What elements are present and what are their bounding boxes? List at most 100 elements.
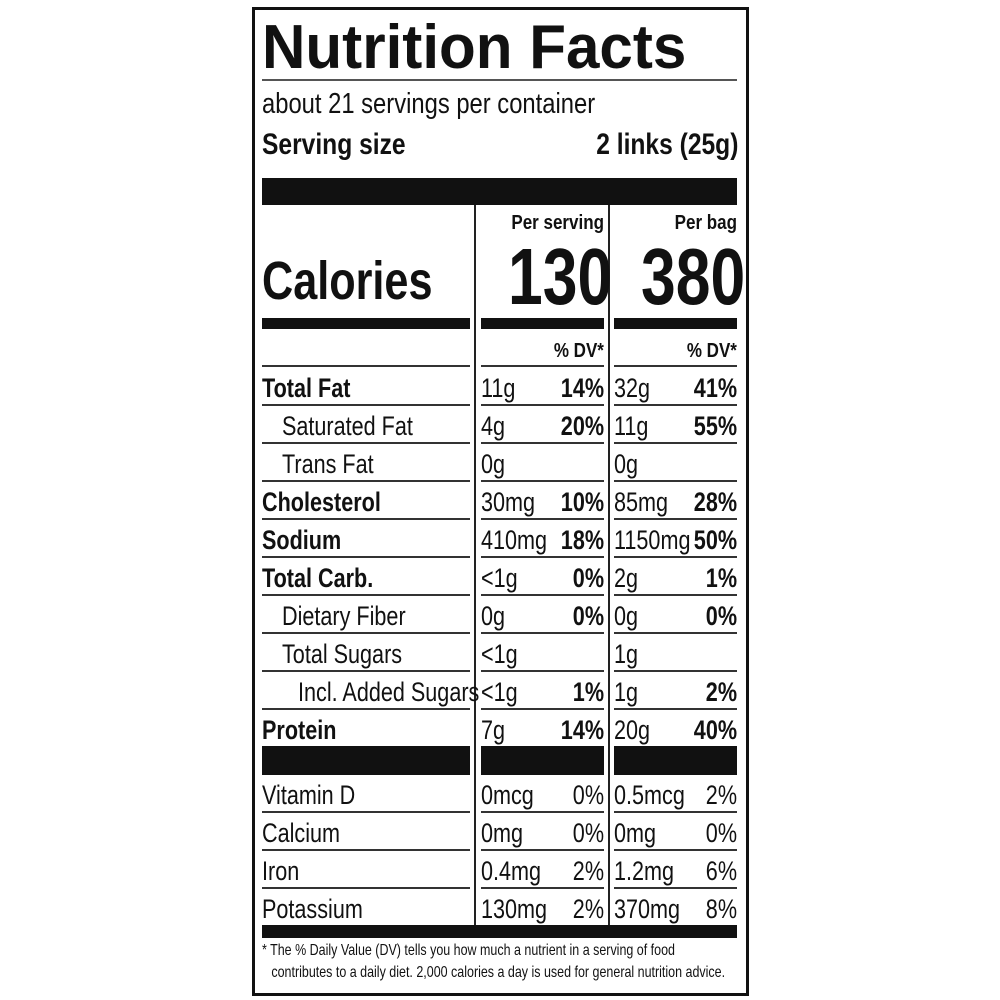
- serving-amount: <1g: [481, 639, 518, 669]
- per-bag-cell: 1150mg 50%: [614, 520, 737, 558]
- nutrient-name: Dietary Fiber: [282, 601, 406, 631]
- thick-divider: [481, 746, 604, 775]
- bag-dv: 8%: [705, 894, 737, 924]
- nutrient-name-cell: Vitamin D: [262, 775, 470, 813]
- serving-amount: 30mg: [481, 487, 536, 517]
- per-serving-header: Per serving 130: [481, 212, 612, 317]
- serving-amount: 0.4mg: [481, 856, 542, 886]
- nutrient-name: Protein: [262, 715, 337, 745]
- per-bag-cell: 0mg 0%: [614, 813, 737, 851]
- bag-amount: 85mg: [614, 487, 669, 517]
- nutrient-name: Incl. Added Sugars: [298, 677, 480, 707]
- bag-amount: 2g: [614, 563, 639, 593]
- bag-amount: 0.5mcg: [614, 780, 685, 810]
- nutrient-name-cell: Total Sugars: [262, 634, 470, 672]
- serving-dv: 10%: [560, 487, 604, 517]
- serving-amount: 0g: [481, 601, 506, 631]
- per-serving-cell: 0g: [481, 444, 604, 482]
- nutrient-name-cell: Calcium: [262, 813, 470, 851]
- serving-amount: <1g: [481, 677, 518, 707]
- bag-amount: 11g: [614, 411, 649, 441]
- per-serving-cell: 4g 20%: [481, 406, 604, 444]
- serving-amount: 0mg: [481, 818, 524, 848]
- footnote-line: contributes to a daily diet. 2,000 calor…: [271, 964, 726, 981]
- per-bag-cell: 1g: [614, 634, 737, 672]
- nutrient-name-cell: Total Carb.: [262, 558, 470, 596]
- serving-dv: 14%: [560, 373, 604, 403]
- per-bag-cell: 20g 40%: [614, 710, 737, 748]
- serving-dv: 0%: [572, 780, 604, 810]
- bag-dv: 2%: [705, 780, 737, 810]
- column-header: Per bag: [674, 212, 737, 234]
- serving-amount: 4g: [481, 411, 506, 441]
- nutrient-name-cell: Incl. Added Sugars: [262, 672, 479, 710]
- nutrient-name: Total Fat: [262, 373, 351, 403]
- nutrient-name: Iron: [262, 856, 300, 886]
- bag-dv: 6%: [705, 856, 737, 886]
- thick-divider: [262, 746, 470, 775]
- dv-header: % DV*: [553, 340, 604, 362]
- nutrient-name-cell: Potassium: [262, 889, 470, 927]
- serving-size-value: 2 links (25g): [595, 128, 738, 161]
- bag-amount: 1150mg: [614, 525, 691, 555]
- per-serving-cell: 0g 0%: [481, 596, 604, 634]
- per-bag-cell: 0g: [614, 444, 737, 482]
- nutrient-name: Vitamin D: [262, 780, 356, 810]
- bag-amount: 1.2mg: [614, 856, 675, 886]
- footnote-line: * The % Daily Value (DV) tells you how m…: [262, 942, 675, 959]
- serving-amount: <1g: [481, 563, 518, 593]
- nutrient-name-cell: Protein: [262, 710, 470, 748]
- bag-dv: 1%: [705, 563, 737, 593]
- footnote: * The % Daily Value (DV) tells you how m…: [262, 940, 725, 984]
- per-bag-cell: 1g 2%: [614, 672, 737, 710]
- bag-dv: 0%: [705, 818, 737, 848]
- serving-dv: 18%: [560, 525, 604, 555]
- serving-amount: 130mg: [481, 894, 548, 924]
- calories-label: Calories: [262, 251, 433, 311]
- calories-divider: [481, 318, 604, 329]
- nutrient-name-cell: Total Fat: [262, 368, 470, 406]
- nutrient-name-cell: Iron: [262, 851, 470, 889]
- serving-dv: 0%: [572, 563, 604, 593]
- nutrient-name-cell: Sodium: [262, 520, 470, 558]
- per-bag-cell: 2g 1%: [614, 558, 737, 596]
- nutrient-name: Calcium: [262, 818, 341, 848]
- bag-dv: 28%: [693, 487, 737, 517]
- per-serving-cell: <1g 1%: [481, 672, 604, 710]
- bag-dv: 55%: [693, 411, 737, 441]
- serving-amount: 0g: [481, 449, 506, 479]
- serving-dv: 14%: [560, 715, 604, 745]
- nutrient-name-cell: Dietary Fiber: [262, 596, 470, 634]
- serving-dv: 1%: [572, 677, 604, 707]
- per-serving-cell: 0mcg 0%: [481, 775, 604, 813]
- per-bag-cell: 11g 55%: [614, 406, 737, 444]
- serving-amount: 0mcg: [481, 780, 534, 810]
- per-bag-cell: 0g 0%: [614, 596, 737, 634]
- per-serving-cell: 11g 14%: [481, 368, 604, 406]
- divider: [614, 365, 737, 367]
- serving-dv: 0%: [572, 818, 604, 848]
- thick-divider: [262, 925, 737, 938]
- nutrient-name-cell: Saturated Fat: [262, 406, 470, 444]
- serving-amount: 7g: [481, 715, 506, 745]
- bag-amount: 0mg: [614, 818, 657, 848]
- divider: [262, 365, 470, 367]
- nutrient-name-cell: Trans Fat: [262, 444, 470, 482]
- per-bag-cell: 0.5mcg 2%: [614, 775, 737, 813]
- per-bag-cell: 85mg 28%: [614, 482, 737, 520]
- calories-divider: [262, 318, 470, 329]
- column-header: Per serving: [511, 212, 604, 234]
- serving-amount: 11g: [481, 373, 516, 403]
- per-serving-cell: 130mg 2%: [481, 889, 604, 927]
- per-serving-cell: <1g: [481, 634, 604, 672]
- column-divider: [608, 205, 610, 925]
- dv-header: % DV*: [686, 340, 737, 362]
- thick-divider: [262, 178, 737, 205]
- nutrient-name: Sodium: [262, 525, 342, 555]
- per-bag-header: Per bag 380: [614, 212, 745, 317]
- per-serving-cell: 410mg 18%: [481, 520, 604, 558]
- per-bag-cell: 32g 41%: [614, 368, 737, 406]
- label-title: Nutrition Facts: [262, 13, 687, 82]
- nutrient-name: Trans Fat: [282, 449, 374, 479]
- bag-amount: 1g: [614, 677, 639, 707]
